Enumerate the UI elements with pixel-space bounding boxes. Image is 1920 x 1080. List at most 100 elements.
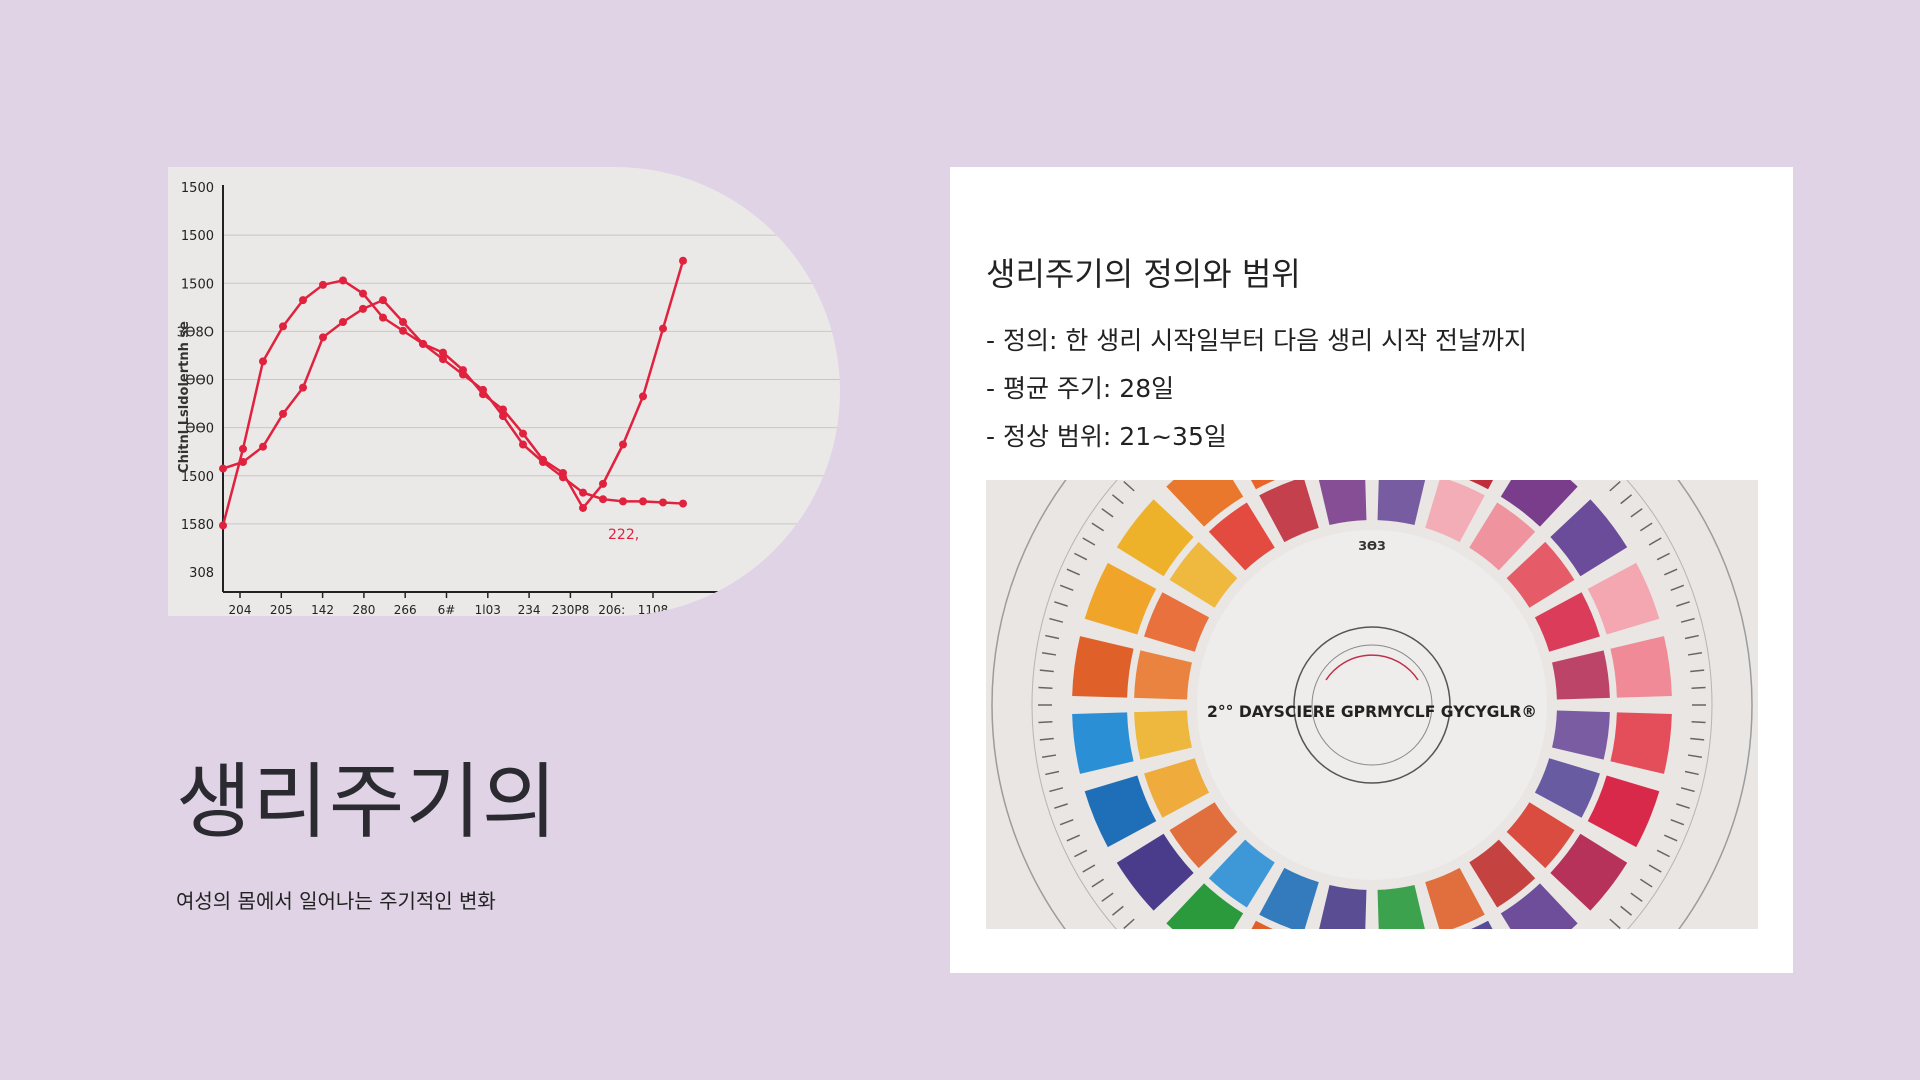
wheel-outer-ring xyxy=(991,480,1753,929)
wheel-segment-inner xyxy=(1534,592,1600,652)
wheel-segments xyxy=(1038,480,1706,929)
data-point xyxy=(259,357,267,366)
wheel-tick xyxy=(1639,522,1653,532)
wheel-tick xyxy=(1091,878,1105,888)
chart-annotation: 222, xyxy=(608,527,639,543)
data-point xyxy=(319,333,327,342)
y-tick-label: ӨӨ0 xyxy=(185,374,214,389)
wheel-segment-outer xyxy=(1587,775,1660,848)
wheel-tick xyxy=(1691,686,1706,690)
data-point xyxy=(659,498,667,507)
data-point xyxy=(339,276,347,285)
info-bullet-average: - 평균 주기: 28일 xyxy=(986,374,1175,403)
wheel-tick xyxy=(1630,508,1643,518)
wheel-segment-inner xyxy=(1506,541,1575,608)
x-tick-label: 6# xyxy=(438,603,456,616)
wheel-segment-outer xyxy=(1500,883,1578,929)
wheel-segment-inner xyxy=(1208,839,1275,908)
wheel-segment-inner xyxy=(1552,710,1610,760)
cycle-wheel-image: 2°° DAYSCIERE GPRMYCLF GYCYGLR® ЗӨЗ xyxy=(986,480,1758,929)
wheel-inner-arc xyxy=(1325,654,1419,681)
wheel-tick xyxy=(1670,584,1685,592)
line-chart: 1500 1500 1500 ЗӨ8О ӨӨ0 ӨӨ0 1500 1580 308 204 205… xyxy=(177,181,840,616)
wheel-tick xyxy=(1059,584,1074,592)
wheel-tick xyxy=(1041,754,1057,758)
wheel-center-disc xyxy=(1197,530,1547,880)
wheel-tick xyxy=(1690,737,1705,741)
data-point xyxy=(399,318,407,326)
data-point xyxy=(599,495,607,504)
wheel-center-label: 2°° DAYSCIERE GPRMYCLF GYCYGLR® xyxy=(1207,702,1537,721)
data-point xyxy=(419,339,427,348)
wheel-tick xyxy=(1074,849,1088,858)
wheel-segment-outer xyxy=(1471,920,1493,929)
wheel-segment-inner xyxy=(1144,758,1210,818)
y-tick-label: ЗӨ8О xyxy=(177,325,214,340)
data-point xyxy=(619,440,627,449)
y-tick-label: ӨӨ0 xyxy=(185,422,214,437)
x-tick-label: 1108 xyxy=(638,603,669,616)
data-point xyxy=(559,473,567,482)
wheel-segment-inner xyxy=(1319,885,1367,929)
wheel-tick xyxy=(1684,770,1699,776)
info-list: - 정의: 한 생리 시작일부터 다음 생리 시작 전날까지 - 평균 주기: … xyxy=(986,317,1527,461)
wheel-tick xyxy=(1609,480,1621,492)
wheel-tick xyxy=(1045,770,1060,776)
y-axis-label: Chitnl Lsldolertnh se xyxy=(177,321,192,473)
data-point xyxy=(459,370,467,379)
wheel-tick xyxy=(1684,634,1699,640)
y-tick-label: 1500 xyxy=(181,470,214,485)
wheel-tick xyxy=(1082,864,1096,873)
data-point xyxy=(359,289,367,298)
wheel-tick xyxy=(1687,652,1703,656)
data-point xyxy=(219,464,227,473)
wheel-segment-inner xyxy=(1144,592,1210,652)
wheel-segment-outer xyxy=(1166,480,1244,527)
data-point xyxy=(439,355,447,364)
wheel-segment-outer xyxy=(1468,480,1494,490)
wheel-segment-inner xyxy=(1318,480,1367,525)
wheel-tick xyxy=(1066,834,1080,842)
data-point xyxy=(319,280,327,289)
wheel-inner-ring xyxy=(1293,626,1451,784)
wheel-segment-outer xyxy=(1610,636,1672,698)
wheel-tick xyxy=(1054,601,1068,607)
y-tick-labels: 1500 1500 1500 ЗӨ8О ӨӨ0 ӨӨ0 1500 1580 308 xyxy=(177,181,214,581)
data-point xyxy=(619,497,627,506)
wheel-tick xyxy=(1049,787,1064,793)
wheel-segment-inner xyxy=(1377,885,1425,929)
wheel-segment-outer xyxy=(1250,480,1276,490)
wheel-tick xyxy=(1101,508,1114,518)
wheel-segment-inner xyxy=(1425,867,1485,929)
data-point xyxy=(519,440,527,449)
data-point xyxy=(579,503,587,512)
wheel-tick xyxy=(1690,669,1705,673)
wheel-segment-inner xyxy=(1552,650,1610,700)
wheel-tick xyxy=(1676,803,1690,809)
y-tick-label: 1580 xyxy=(181,518,214,533)
wheel-tick xyxy=(1687,754,1703,758)
data-point xyxy=(599,479,607,488)
data-point xyxy=(239,458,247,466)
wheel-tick xyxy=(1656,849,1670,858)
wheel-top-label: ЗӨЗ xyxy=(1358,539,1385,553)
data-point xyxy=(359,304,367,313)
data-point xyxy=(299,383,307,392)
chart-grid xyxy=(223,234,840,525)
wheel-tick xyxy=(1648,864,1662,873)
data-point xyxy=(639,497,647,506)
wheel-tick xyxy=(1680,617,1695,623)
wheel-tick xyxy=(1664,834,1678,842)
wheel-segment-outer xyxy=(1550,833,1628,911)
data-point xyxy=(679,499,687,508)
wheel-tick xyxy=(1045,634,1060,640)
wheel-segment-inner xyxy=(1534,758,1600,818)
wheel-segment-inner xyxy=(1259,867,1319,929)
wheel-segment-outer xyxy=(1084,562,1157,635)
wheel-segment-inner xyxy=(1259,480,1319,543)
x-tick-labels: 204 205 142 280 266 6# 1l03 234 230P8 206: 1108 xyxy=(229,592,669,616)
data-point xyxy=(279,322,287,331)
chart-series xyxy=(219,256,687,530)
data-point xyxy=(679,256,687,265)
wheel-segment-outer xyxy=(1550,499,1628,577)
